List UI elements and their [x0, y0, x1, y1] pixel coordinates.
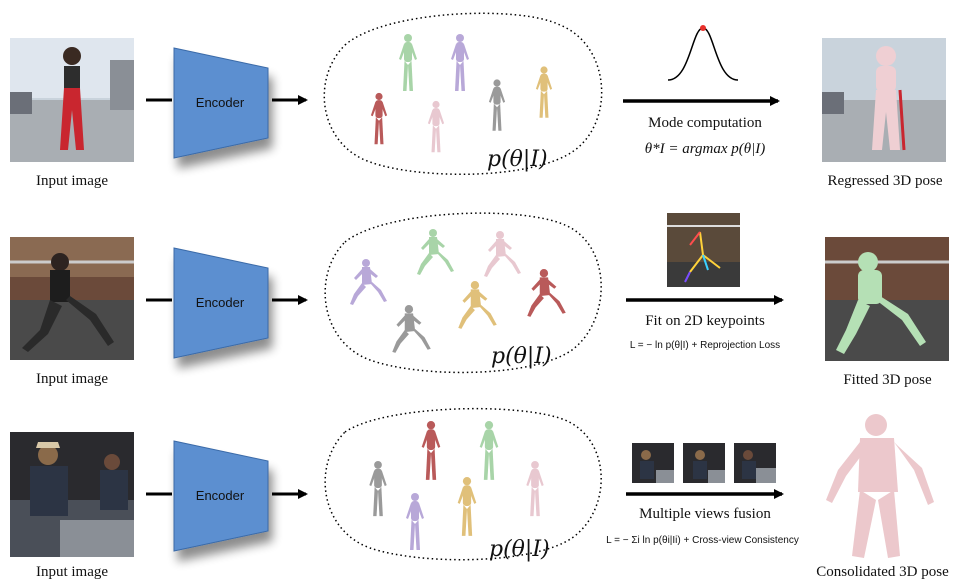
human-figure-icon — [427, 100, 445, 153]
distribution-label-1: p(θ|I) — [487, 147, 548, 172]
consolidated-mesh — [826, 414, 934, 558]
view-thumbnail-1 — [632, 443, 674, 483]
human-figure-icon — [488, 79, 506, 131]
human-figure-icon — [527, 269, 566, 317]
human-figure-icon — [406, 493, 424, 550]
human-figure-icon — [421, 421, 441, 480]
human-figure-icon — [417, 229, 454, 275]
encoder-1 — [173, 47, 269, 159]
encoder-2 — [173, 247, 269, 359]
row-3 — [10, 407, 934, 561]
human-figure-icon — [369, 460, 387, 517]
human-figure-icon — [370, 92, 388, 145]
distribution-label-2: p(θ|I) — [491, 344, 552, 369]
encoder-label-3: Encoder — [196, 488, 245, 503]
view-thumbnail-3 — [734, 443, 776, 483]
formula-3: L = − Σi ln p(θi|Ii) + Cross-view Consis… — [606, 535, 799, 546]
input-image-2 — [10, 237, 134, 360]
output-label-2: Fitted 3D pose — [843, 372, 932, 388]
human-figure-icon — [526, 460, 544, 517]
human-figure-icon — [399, 34, 417, 91]
distribution-blob-2 — [324, 212, 602, 374]
human-figure-icon — [392, 305, 431, 353]
human-figure-icon — [484, 231, 521, 277]
row-1 — [10, 12, 946, 175]
human-figure-icon — [451, 34, 469, 91]
input-label-3: Input image — [35, 564, 109, 580]
input-label-1: Input image — [35, 173, 109, 189]
output-image-1 — [822, 38, 946, 162]
human-figure-icon — [535, 66, 553, 118]
human-figure-icon — [479, 421, 499, 480]
encoder-3 — [173, 440, 269, 552]
encoder-label-2: Encoder — [196, 295, 245, 310]
input-label-2: Input image — [35, 371, 109, 387]
human-figure-icon — [458, 281, 497, 329]
output-label-3: Consolidated 3D pose — [816, 564, 949, 580]
row-2 — [10, 212, 949, 374]
human-figure-icon — [457, 477, 477, 536]
gaussian-curve-icon — [667, 25, 739, 81]
view-thumbnail-2 — [683, 443, 725, 483]
output-image-2 — [825, 237, 949, 361]
encoder-label-1: Encoder — [196, 95, 245, 110]
input-image-1 — [10, 38, 134, 162]
human-figure-icon — [350, 259, 387, 305]
output-label-1: Regressed 3D pose — [827, 173, 943, 189]
method-label-1: Mode computation — [648, 115, 762, 131]
distribution-blob-3 — [324, 407, 602, 561]
method-label-2: Fit on 2D keypoints — [645, 313, 765, 329]
formula-2: L = − ln p(θ|I) + Reprojection Loss — [629, 340, 781, 351]
keypoint-thumbnail — [667, 213, 740, 287]
input-image-3 — [10, 432, 134, 557]
method-label-3: Multiple views fusion — [639, 506, 771, 522]
distribution-label-3: p(θ|I) — [489, 537, 550, 562]
formula-1: θ*I = argmax p(θ|I) — [644, 141, 766, 157]
